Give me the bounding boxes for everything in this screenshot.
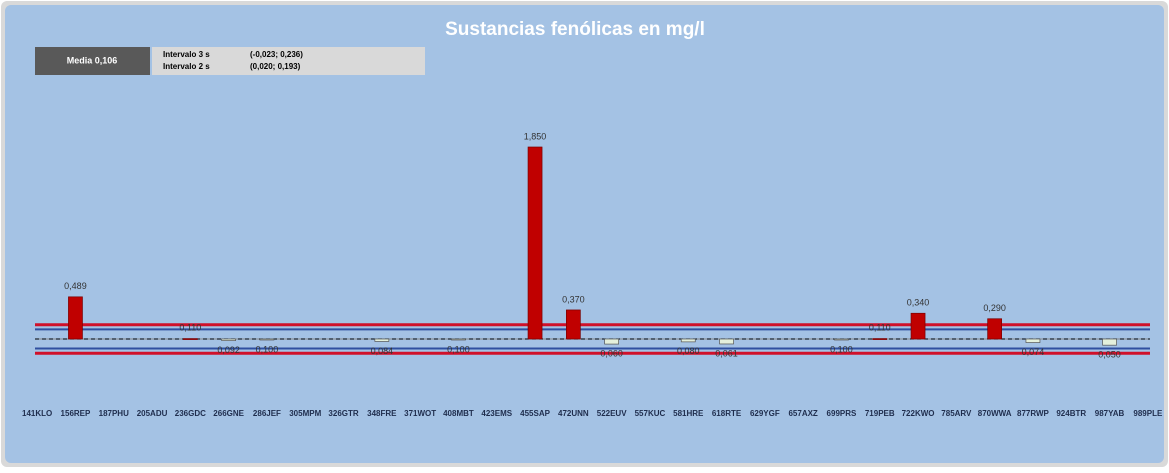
value-label: 0,290	[983, 303, 1006, 313]
x-tick-label: 187PHU	[99, 409, 129, 418]
x-tick-label: 629YGF	[750, 409, 780, 418]
x-tick-label: 522EUV	[597, 409, 627, 418]
x-tick-label: 326GTR	[328, 409, 358, 418]
x-tick-label: 141KLO	[22, 409, 52, 418]
bar	[987, 318, 1003, 340]
x-tick-label: 205ADU	[137, 409, 168, 418]
x-tick-label: 699PRS	[827, 409, 857, 418]
x-tick-label: 785ARV	[941, 409, 972, 418]
interval-label: Intervalo 2 s	[163, 62, 210, 71]
bar	[910, 312, 926, 340]
x-tick-label: 989PLE	[1133, 409, 1163, 418]
bar	[221, 338, 236, 341]
x-tick-label: 618RTE	[712, 409, 742, 418]
value-label: 0,084	[371, 346, 394, 356]
x-tick-label: 156REP	[61, 409, 91, 418]
bar	[451, 338, 466, 341]
x-tick-label: 348FRE	[367, 409, 397, 418]
interval-text: (0,020; 0,193)	[250, 62, 301, 71]
x-tick-label: 719PEB	[865, 409, 895, 418]
x-tick-label: 657AXZ	[788, 409, 817, 418]
x-tick-label: 722KWO	[902, 409, 935, 418]
interval-box	[152, 47, 425, 75]
bar	[1102, 338, 1117, 346]
x-tick-label: 455SAP	[520, 409, 550, 418]
x-tick-label: 924BTR	[1056, 409, 1086, 418]
interval-text: (-0,023; 0,236)	[250, 50, 303, 59]
bar	[527, 146, 543, 340]
interval-label: Intervalo 3 s	[163, 50, 210, 59]
x-tick-label: 423EMS	[481, 409, 512, 418]
x-tick-label: 557KUC	[635, 409, 666, 418]
value-label: 0,110	[179, 322, 201, 332]
x-tick-label: 286JEF	[253, 409, 281, 418]
value-label: 0,061	[715, 348, 738, 358]
mean-label: Media 0,106	[67, 55, 118, 65]
x-tick-label: 870WWA	[978, 409, 1012, 418]
x-tick-label: 581HRE	[673, 409, 704, 418]
value-label: 0,370	[562, 294, 585, 304]
bar	[183, 338, 198, 340]
chart-title: Sustancias fenólicas en mg/l	[445, 19, 705, 40]
bar	[719, 338, 734, 345]
value-label: 0,340	[907, 298, 930, 308]
value-label: 0,092	[217, 345, 240, 355]
value-label: 0,060	[600, 348, 623, 358]
bar	[68, 296, 83, 340]
mean-box	[35, 47, 150, 75]
x-tick-label: 236GDC	[175, 409, 206, 418]
value-label: 0,110	[869, 322, 891, 332]
value-label: 0,489	[64, 281, 87, 291]
x-tick-label: 408MBT	[443, 409, 474, 418]
value-label: 0,100	[256, 344, 279, 354]
bar	[604, 338, 620, 345]
bar	[1025, 338, 1041, 343]
value-label: 1,850	[524, 131, 547, 141]
value-label: 0,074	[1022, 347, 1045, 357]
bar	[680, 338, 696, 343]
x-tick-label: 987YAB	[1095, 409, 1125, 418]
value-label: 0,100	[447, 344, 470, 354]
value-label: 0,050	[1098, 350, 1121, 360]
bar	[872, 338, 888, 340]
bar	[259, 338, 275, 341]
x-tick-label: 305MPM	[289, 409, 321, 418]
x-tick-label: 472UNN	[558, 409, 589, 418]
bar	[374, 338, 390, 342]
x-tick-label: 371WOT	[404, 409, 436, 418]
bar	[834, 338, 849, 341]
value-label: 0,100	[830, 344, 853, 354]
value-label: 0,080	[677, 346, 700, 356]
x-tick-label: 266GNE	[213, 409, 244, 418]
bar	[565, 309, 581, 340]
x-tick-label: 877RWP	[1017, 409, 1050, 418]
